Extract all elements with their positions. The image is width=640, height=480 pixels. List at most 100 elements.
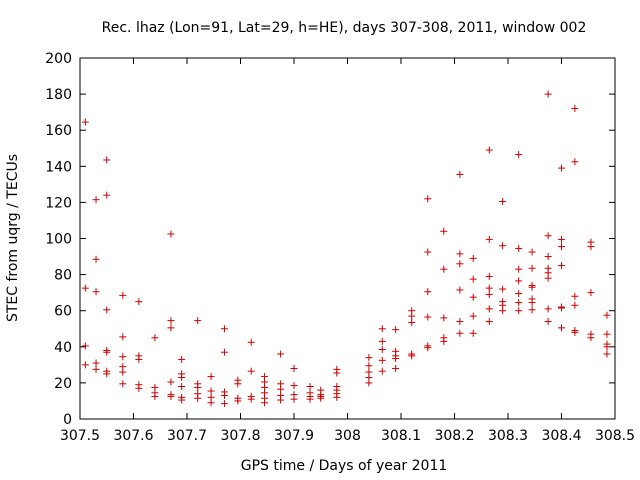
- data-point: [408, 318, 416, 326]
- data-point: [220, 348, 228, 356]
- y-tick-labels: 0 20 40 60 80 100 120 140 160 180 200: [45, 51, 72, 428]
- data-point: [544, 318, 552, 326]
- data-point: [424, 288, 432, 296]
- data-point: [571, 301, 579, 309]
- data-point: [408, 312, 416, 320]
- data-point: [603, 330, 611, 338]
- data-point: [119, 380, 127, 388]
- data-point: [378, 367, 386, 375]
- data-point: [317, 394, 325, 402]
- data-point: [456, 260, 464, 268]
- data-point: [277, 396, 285, 404]
- data-point: [558, 235, 565, 243]
- data-point: [194, 317, 202, 325]
- y-tick-label: 80: [54, 268, 72, 284]
- y-tick-label: 200: [45, 51, 72, 67]
- data-point: [119, 368, 127, 376]
- data-point: [558, 324, 565, 332]
- data-point: [558, 164, 565, 172]
- data-point: [440, 337, 448, 345]
- data-point: [378, 346, 386, 354]
- data-point: [178, 383, 186, 391]
- data-point: [306, 383, 314, 391]
- data-point: [378, 356, 386, 364]
- data-point: [499, 197, 507, 205]
- data-point: [247, 395, 255, 403]
- data-point: [515, 244, 523, 252]
- data-point: [178, 396, 186, 404]
- y-tick-label: 60: [54, 304, 72, 320]
- data-point: [499, 285, 507, 293]
- data-point: [167, 378, 175, 386]
- data-point: [558, 304, 565, 312]
- data-point: [167, 230, 175, 238]
- data-point: [261, 399, 269, 407]
- data-point: [424, 248, 432, 256]
- x-tick-label: 307.6: [113, 428, 153, 444]
- data-point: [277, 350, 285, 358]
- data-point: [499, 307, 507, 315]
- data-point: [456, 318, 464, 326]
- data-point: [81, 361, 89, 369]
- y-tick-label: 140: [45, 159, 72, 175]
- data-point: [544, 274, 552, 282]
- data-point: [220, 392, 228, 400]
- data-point: [528, 283, 536, 291]
- data-point: [290, 382, 298, 390]
- data-point: [485, 284, 493, 292]
- data-point: [103, 306, 111, 314]
- data-point: [277, 385, 285, 393]
- data-point: [247, 338, 255, 346]
- data-point: [440, 227, 448, 235]
- data-point: [290, 395, 298, 403]
- data-point: [167, 324, 175, 332]
- data-point: [469, 312, 477, 320]
- data-point: [194, 394, 202, 402]
- data-point: [333, 369, 341, 377]
- y-tick-label: 180: [45, 87, 72, 103]
- data-point: [135, 355, 143, 363]
- data-point: [119, 353, 127, 361]
- data-point: [515, 277, 523, 285]
- data-point: [207, 387, 215, 395]
- data-point: [178, 373, 186, 381]
- plot-frame: [79, 57, 616, 420]
- data-point: [515, 290, 523, 298]
- data-point: [469, 329, 477, 337]
- data-point: [571, 105, 579, 113]
- data-point: [424, 344, 432, 352]
- data-point: [392, 364, 400, 372]
- data-point: [194, 383, 202, 391]
- data-point: [558, 243, 565, 251]
- data-point: [207, 399, 215, 407]
- data-point: [151, 334, 159, 342]
- data-point: [234, 380, 242, 388]
- x-tick-label: 307.5: [60, 428, 100, 444]
- data-point: [247, 367, 255, 375]
- data-point: [571, 328, 579, 336]
- x-tick-label: 308.1: [381, 428, 421, 444]
- data-point: [603, 343, 611, 351]
- data-point: [103, 370, 111, 378]
- data-point: [392, 355, 400, 363]
- data-point: [499, 242, 507, 250]
- y-tick-label: 120: [45, 195, 72, 211]
- data-point: [424, 195, 432, 203]
- data-point: [234, 397, 242, 405]
- data-point: [365, 362, 373, 370]
- x-tick-label: 308: [334, 428, 361, 444]
- data-point: [485, 146, 493, 154]
- data-point: [515, 307, 523, 315]
- x-tick-labels: 307.5 307.6 307.7 307.8 307.9 308 308.1 308.2 30…: [60, 428, 635, 444]
- x-tick-label: 308.4: [541, 428, 581, 444]
- y-tick-label: 0: [63, 412, 72, 428]
- data-point: [167, 392, 175, 400]
- data-point: [469, 275, 477, 283]
- data-point: [528, 306, 536, 314]
- data-point: [365, 379, 373, 387]
- data-point: [151, 392, 159, 400]
- data-point: [167, 317, 175, 325]
- data-point: [440, 314, 448, 322]
- data-point: [603, 311, 611, 319]
- data-point: [469, 254, 477, 262]
